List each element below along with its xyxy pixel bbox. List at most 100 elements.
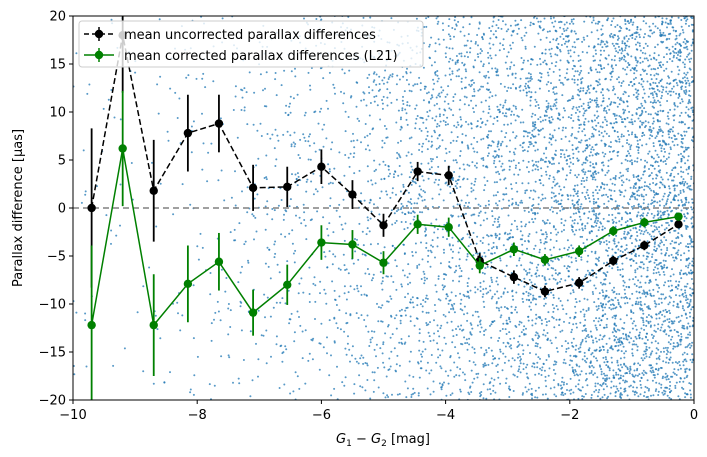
scatter-point bbox=[320, 322, 323, 325]
scatter-point bbox=[438, 115, 441, 118]
scatter-point bbox=[653, 57, 656, 60]
scatter-point bbox=[643, 395, 645, 397]
scatter-point bbox=[675, 82, 678, 84]
scatter-point bbox=[549, 339, 552, 342]
scatter-point bbox=[611, 213, 614, 216]
scatter-point bbox=[603, 116, 606, 119]
scatter-point bbox=[472, 189, 475, 192]
scatter-point bbox=[689, 242, 691, 245]
scatter-point bbox=[637, 117, 640, 120]
scatter-point bbox=[656, 373, 659, 376]
scatter-point bbox=[670, 201, 673, 204]
scatter-point bbox=[600, 368, 603, 371]
scatter-point bbox=[571, 219, 574, 222]
scatter-point bbox=[574, 348, 577, 351]
scatter-point bbox=[394, 369, 397, 372]
scatter-point bbox=[542, 333, 545, 336]
scatter-point bbox=[292, 97, 295, 100]
scatter-point bbox=[426, 111, 429, 113]
scatter-point bbox=[655, 368, 658, 371]
scatter-point bbox=[667, 378, 670, 381]
scatter-point bbox=[589, 84, 592, 87]
scatter-point bbox=[485, 349, 488, 352]
scatter-point bbox=[370, 179, 373, 182]
scatter-point bbox=[630, 19, 632, 22]
scatter-point bbox=[487, 363, 490, 366]
scatter-point bbox=[288, 105, 291, 108]
scatter-point bbox=[672, 167, 675, 170]
scatter-point bbox=[683, 76, 686, 79]
scatter-point bbox=[412, 218, 415, 221]
scatter-point bbox=[425, 17, 428, 20]
scatter-point bbox=[535, 164, 538, 167]
scatter-point bbox=[534, 135, 537, 138]
scatter-point bbox=[582, 395, 585, 398]
scatter-point bbox=[333, 387, 336, 390]
scatter-point bbox=[656, 27, 659, 30]
scatter-point bbox=[193, 374, 196, 377]
scatter-point bbox=[519, 230, 522, 233]
scatter-point bbox=[355, 105, 358, 108]
scatter-point bbox=[411, 254, 414, 257]
scatter-point bbox=[604, 356, 607, 359]
scatter-point bbox=[651, 366, 654, 369]
scatter-point bbox=[623, 356, 626, 359]
scatter-point bbox=[272, 306, 275, 309]
scatter-point bbox=[620, 135, 623, 138]
scatter-point bbox=[687, 264, 690, 267]
scatter-point bbox=[613, 130, 616, 133]
scatter-point bbox=[440, 86, 443, 89]
scatter-point bbox=[596, 185, 599, 188]
scatter-point bbox=[214, 311, 217, 314]
scatter-point bbox=[624, 236, 627, 239]
scatter-point bbox=[625, 336, 628, 338]
scatter-point bbox=[366, 227, 369, 230]
scatter-point bbox=[552, 16, 555, 19]
scatter-point bbox=[590, 353, 593, 356]
scatter-point bbox=[608, 377, 611, 380]
scatter-point bbox=[564, 135, 567, 138]
scatter-point bbox=[685, 168, 688, 171]
scatter-point bbox=[521, 108, 524, 111]
scatter-point bbox=[591, 207, 593, 210]
scatter-point bbox=[297, 292, 300, 295]
scatter-point bbox=[624, 249, 627, 251]
scatter-point bbox=[645, 214, 648, 217]
scatter-point bbox=[448, 47, 451, 50]
scatter-point bbox=[298, 387, 301, 390]
scatter-point bbox=[609, 158, 612, 161]
scatter-point bbox=[550, 259, 553, 262]
scatter-point bbox=[458, 264, 461, 267]
scatter-point bbox=[573, 219, 576, 221]
scatter-point bbox=[681, 307, 684, 310]
scatter-point bbox=[134, 71, 137, 74]
scatter-point bbox=[641, 317, 644, 320]
scatter-point bbox=[349, 285, 352, 288]
scatter-point bbox=[229, 309, 232, 312]
scatter-point bbox=[220, 268, 223, 271]
scatter-point bbox=[591, 178, 594, 181]
scatter-point bbox=[408, 176, 411, 179]
scatter-point bbox=[691, 109, 694, 112]
scatter-point bbox=[517, 173, 520, 176]
scatter-point bbox=[610, 75, 613, 78]
scatter-point bbox=[648, 168, 650, 170]
scatter-point bbox=[559, 384, 562, 387]
scatter-point bbox=[535, 342, 538, 345]
scatter-point bbox=[564, 127, 567, 129]
scatter-point bbox=[503, 178, 506, 181]
scatter-point bbox=[591, 132, 594, 135]
scatter-point bbox=[654, 46, 657, 49]
scatter-point bbox=[443, 100, 446, 103]
scatter-point bbox=[634, 271, 637, 274]
scatter-point bbox=[308, 144, 311, 147]
scatter-point bbox=[488, 42, 491, 45]
scatter-point bbox=[531, 319, 534, 322]
scatter-point bbox=[404, 380, 407, 383]
scatter-point bbox=[534, 396, 537, 399]
scatter-point bbox=[600, 373, 603, 376]
scatter-point bbox=[591, 274, 594, 277]
scatter-point bbox=[685, 201, 688, 204]
scatter-point bbox=[668, 48, 671, 51]
scatter-point bbox=[514, 306, 517, 309]
